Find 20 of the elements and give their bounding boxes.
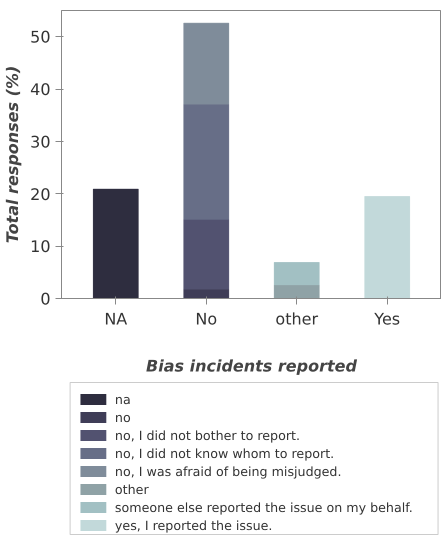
x-axis-title: Bias incidents reported (146, 356, 358, 376)
legend-label: no, I was afraid of being misjudged. (114, 464, 342, 479)
y-axis-title: Total responses (%) (3, 66, 22, 244)
x-tick-label: No (195, 310, 218, 328)
x-tick-label: NA (104, 310, 128, 328)
legend-label: na (114, 392, 131, 407)
legend-label: someone else reported the issue on my behalf. (114, 500, 413, 515)
y-tick-label: 40 (30, 80, 50, 100)
legend-label: yes, I reported the issue. (114, 518, 272, 533)
x-tick-label: other (275, 310, 318, 328)
legend-label: no, I did not bother to report. (114, 428, 300, 443)
y-tick-label: 20 (30, 184, 50, 204)
legend-label: no, I did not know whom to report. (114, 446, 334, 461)
y-tick-label: 30 (30, 132, 50, 152)
x-tick-label: Yes (373, 310, 400, 328)
legend-label: other (114, 482, 150, 497)
y-tick-label: 10 (30, 237, 50, 256)
y-tick-label: 0 (40, 290, 51, 308)
legend-label: no (114, 410, 131, 425)
y-tick-label: 50 (30, 28, 50, 47)
